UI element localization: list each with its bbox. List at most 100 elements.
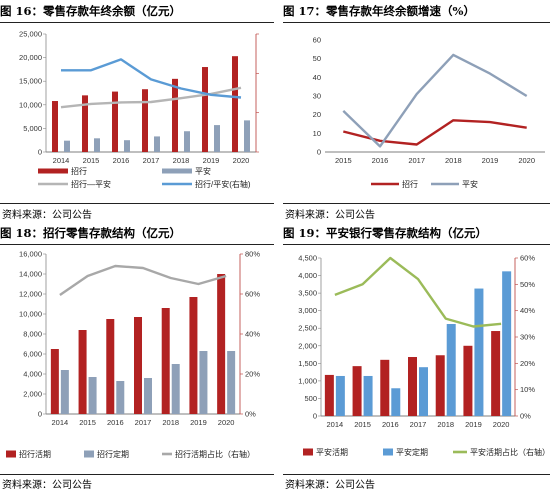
bar-平安	[124, 140, 130, 152]
figure-title-text: 招行零售存款结构（亿元）	[43, 226, 182, 240]
legend-label: 招行—平安	[71, 179, 111, 189]
figure-title: 图 17：零售存款年终余额增速（%）	[283, 0, 550, 22]
legend-label: 平安活期	[316, 447, 348, 457]
bar-招行定期	[227, 351, 236, 414]
bottom-rule	[0, 203, 274, 204]
x-tick-label: 2017	[410, 420, 427, 429]
x-tick-label: 2018	[162, 418, 179, 427]
y-tick-label: 1,500	[298, 359, 317, 368]
y2-tick-label: 60%	[520, 254, 535, 263]
bar-招行	[112, 91, 118, 152]
bar-平安定期	[363, 375, 373, 416]
figure-title: 图 16：零售存款年终余额（亿元）	[0, 0, 274, 22]
y-tick-label: 2,000	[23, 390, 42, 399]
y-tick-label: 10,000	[19, 100, 42, 109]
legend-label: 平安定期	[396, 447, 428, 457]
bar-招行定期	[199, 351, 208, 414]
bar-招行活期	[217, 274, 226, 414]
bar-平安活期	[463, 345, 473, 416]
bottom-rule	[283, 474, 550, 475]
legend-swatch	[6, 450, 16, 458]
x-tick-label: 2020	[233, 156, 250, 165]
source-note: 资料来源：公司公告	[285, 210, 375, 221]
y2-tick-label: 40%	[520, 306, 535, 315]
bar-平安	[214, 125, 220, 152]
bar-招行活期	[161, 308, 170, 414]
y-tick-label: 3,500	[298, 289, 317, 298]
y-tick-label: 6,000	[23, 350, 42, 359]
line-series-招行/平安(右轴)	[61, 58, 242, 99]
y-tick-label: 4,000	[298, 271, 317, 280]
x-tick-label: 2019	[203, 156, 220, 165]
bar-招行活期	[106, 319, 115, 414]
bottom-rule	[0, 474, 274, 475]
bar-招行	[232, 56, 238, 152]
bar-平安	[244, 120, 250, 152]
x-tick-label: 2016	[107, 418, 124, 427]
chart-18: 0 2,000 4,000 6,000 8,000 10,000 12,000 14,000 1…	[6, 250, 260, 459]
x-tick-label: 2015	[79, 418, 96, 427]
y-tick-label: 50	[313, 54, 321, 63]
y-tick-label: 8,000	[23, 330, 42, 339]
legend-swatch	[303, 448, 313, 456]
bar-平安活期	[380, 359, 390, 416]
legend-label: 招行/平安(右轴)	[195, 179, 251, 189]
x-tick-label: 2014	[327, 420, 344, 429]
x-tick-label: 2017	[408, 156, 425, 165]
bar-平安活期	[435, 355, 445, 416]
bar-招行	[82, 95, 88, 152]
bar-平安定期	[391, 388, 401, 416]
figure-19-panel: 图 19：平安银行零售存款结构（亿元） 0 500 1,000 1,500 2,000 2…	[283, 222, 550, 493]
y-tick-label: 0	[38, 148, 42, 157]
bar-招行定期	[144, 378, 152, 414]
bar-招行活期	[78, 330, 87, 414]
legend-label: 招行活期占比（右轴）	[175, 449, 255, 459]
x-tick-label: 2019	[190, 418, 207, 427]
bar-招行	[142, 89, 148, 152]
x-tick-label: 2016	[372, 156, 389, 165]
legend-swatch	[162, 168, 192, 174]
x-tick-label: 2016	[113, 156, 130, 165]
bar-平安	[154, 136, 160, 152]
y-tick-label: 2,500	[298, 324, 317, 333]
x-tick-label: 2015	[83, 156, 100, 165]
figure-title: 图 18：招行零售存款结构（亿元）	[0, 222, 274, 244]
x-tick-label: 2020	[518, 156, 535, 165]
x-tick-label: 2015	[335, 156, 352, 165]
bar-平安定期	[474, 288, 484, 416]
y2-tick-label: 20%	[520, 359, 535, 368]
figure-17-panel: 图 17：零售存款年终余额增速（%） 0 10 20 30 40 50 60 2015 2016…	[283, 0, 550, 221]
y-tick-label: 10,000	[19, 310, 42, 319]
legend-label: 平安	[195, 166, 211, 176]
figure-title-text: 平安银行零售存款结构（亿元）	[326, 226, 488, 240]
line-series-招行活期占比（右轴）	[59, 264, 227, 296]
source-note: 资料来源：公司公告	[2, 210, 92, 221]
x-tick-label: 2019	[465, 420, 482, 429]
x-tick-label: 2019	[482, 156, 499, 165]
line-series-招行	[343, 119, 527, 146]
y2-tick-label: 20%	[245, 370, 260, 379]
bar-招行定期	[116, 381, 125, 414]
bar-招行	[172, 78, 178, 152]
legend-label: 招行活期	[19, 449, 51, 459]
title-rule	[283, 22, 550, 23]
bar-平安	[184, 131, 190, 152]
figure-number: 图 17：	[283, 4, 327, 18]
y2-tick-label: 40%	[245, 330, 260, 339]
y2-tick-label: 10%	[520, 385, 535, 394]
y2-tick-label: 80%	[245, 250, 260, 259]
y-tick-label: 60	[313, 36, 321, 45]
x-tick-label: 2014	[52, 418, 69, 427]
y2-tick-label: 0%	[520, 412, 531, 421]
x-tick-label: 2020	[218, 418, 235, 427]
line-series-平安活期占比（右轴）	[334, 256, 502, 328]
source-note: 资料来源：公司公告	[2, 480, 92, 491]
bar-招行	[52, 101, 58, 152]
y-tick-label: 4,000	[23, 370, 42, 379]
legend-swatch	[38, 168, 68, 174]
bar-招行定期	[60, 370, 69, 414]
x-tick-label: 2017	[135, 418, 152, 427]
y-tick-label: 0	[313, 412, 317, 421]
bar-平安	[64, 140, 70, 152]
bar-平安定期	[446, 324, 456, 416]
